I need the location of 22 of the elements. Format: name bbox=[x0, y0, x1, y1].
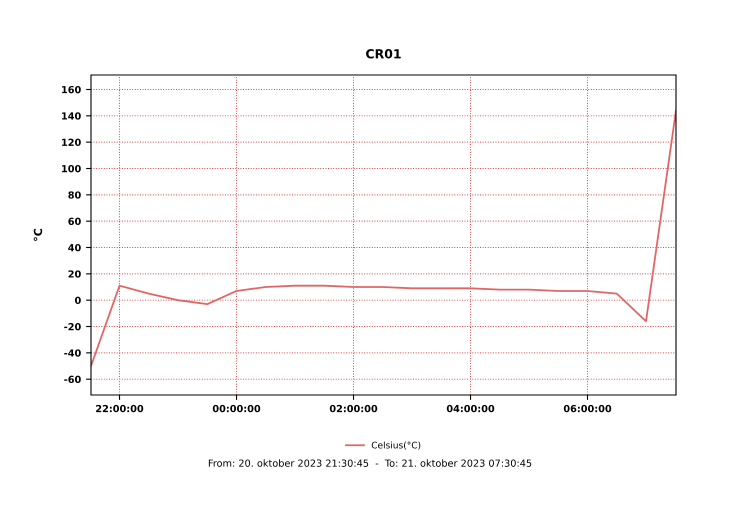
y-tick-label: -20 bbox=[64, 323, 81, 330]
y-tick-label: 100 bbox=[62, 164, 81, 172]
y-tick-label: 120 bbox=[62, 138, 81, 146]
x-tick-label: 04:00:00 bbox=[446, 404, 494, 412]
y-tick-label: -40 bbox=[64, 349, 81, 357]
x-tick-label: 02:00:00 bbox=[330, 404, 378, 412]
x-tick-label: 00:00:00 bbox=[212, 404, 260, 412]
y-tick-label: -60 bbox=[64, 376, 81, 384]
x-tick-label: 22:00:00 bbox=[96, 404, 144, 412]
y-tick-label: 40 bbox=[68, 244, 81, 252]
y-tick-label: 20 bbox=[68, 270, 81, 278]
y-axis-title: °C bbox=[34, 228, 42, 241]
y-tick-label: 140 bbox=[62, 112, 81, 120]
legend-label: Celsius(°C) bbox=[372, 442, 420, 450]
y-tick-label: 80 bbox=[68, 191, 81, 199]
y-tick-label: 60 bbox=[68, 218, 81, 226]
x-tick-label: 06:00:00 bbox=[564, 404, 612, 412]
line-series bbox=[91, 110, 676, 367]
y-tick-label: 160 bbox=[62, 86, 81, 94]
text: From: 20. oktober 2023 21:30:45 - To: 21. oktober 2023 07:30:45 bbox=[208, 459, 532, 467]
chart-title: CR01 bbox=[366, 49, 401, 59]
y-tick-label: 0 bbox=[74, 296, 81, 304]
